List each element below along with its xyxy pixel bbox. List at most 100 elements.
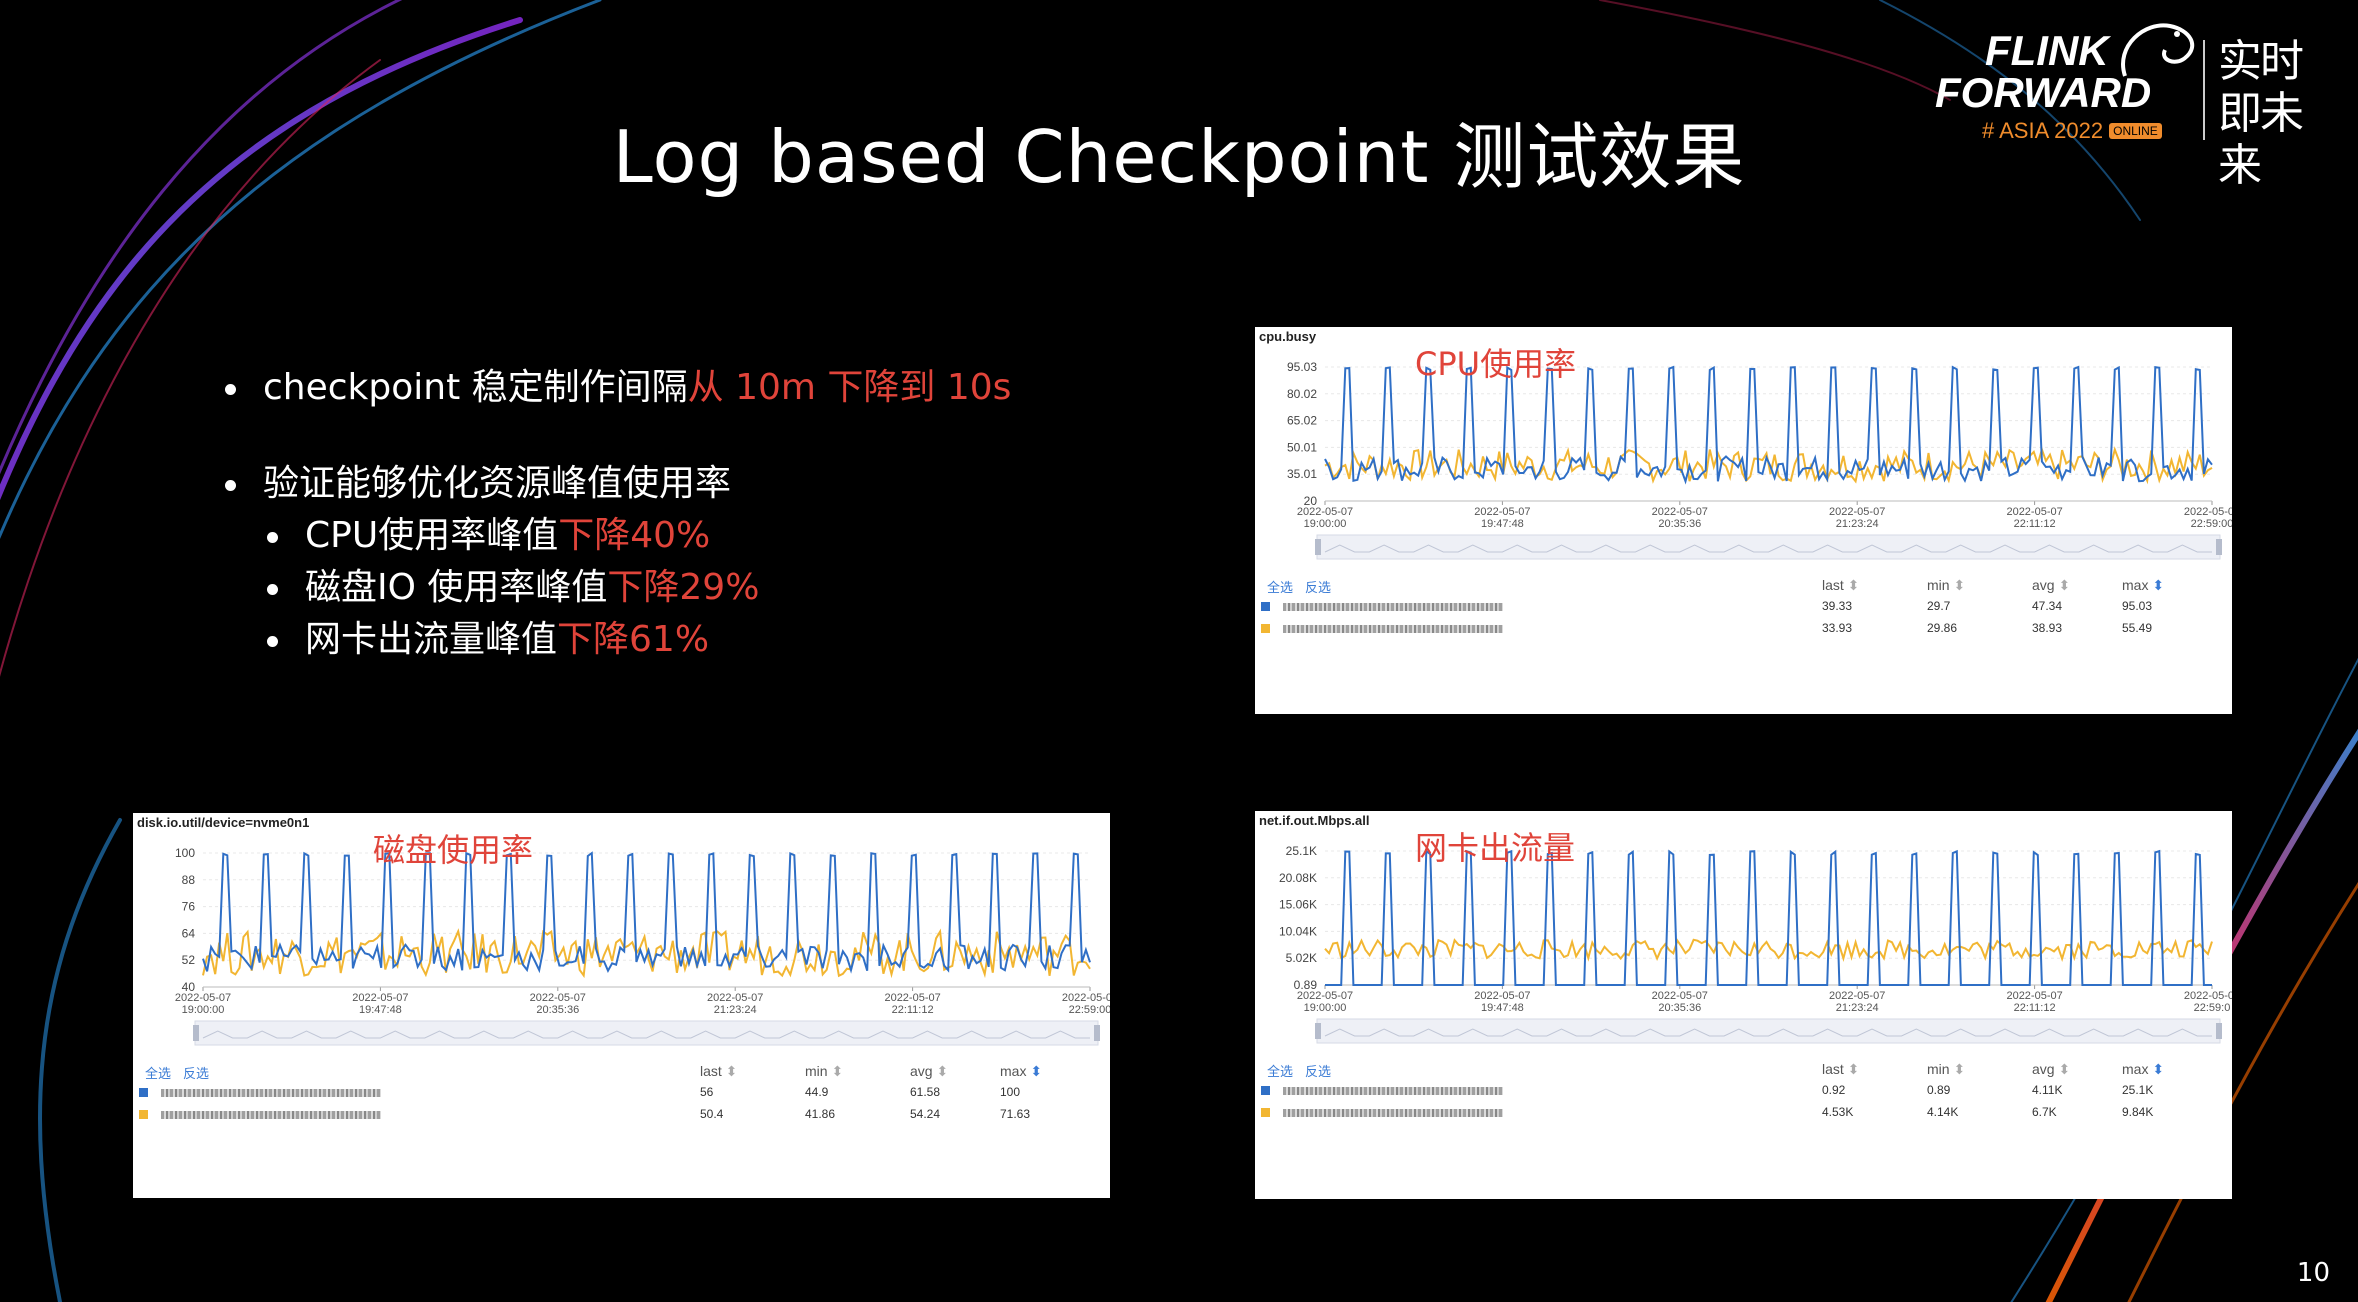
legend-header-avg[interactable]: avg ⬍ [2032, 577, 2070, 594]
legend-header-avg[interactable]: avg ⬍ [2032, 1061, 2070, 1078]
series-color-swatch[interactable] [139, 1088, 148, 1097]
select-all-link[interactable]: 全选 [1267, 580, 1294, 595]
legend-header-last[interactable]: last ⬍ [1822, 577, 1859, 594]
x-tick-time: 22:59:00 [2191, 518, 2232, 530]
navigator-handle-left[interactable] [193, 1025, 199, 1041]
sub-bullet-net-highlight: 下降61% [557, 619, 710, 660]
header-label: min [1927, 1061, 1950, 1077]
series-color-swatch[interactable] [1261, 1108, 1270, 1117]
legend-header-min[interactable]: min ⬍ [805, 1063, 843, 1080]
navigator-handle-left[interactable] [1315, 1023, 1321, 1039]
y-tick-label: 100 [175, 846, 195, 860]
legend-header-max[interactable]: max ⬍ [2122, 1061, 2164, 1078]
series-name-blurred [1283, 625, 1503, 633]
x-tick-date: 2022-05-07 [1297, 990, 1353, 1002]
sub-bullet-net: 网卡出流量峰值下降61% [225, 614, 1011, 666]
x-tick-date: 2022-05-07 [352, 992, 408, 1004]
chart-title: net.if.out.Mbps.all [1259, 813, 1370, 828]
legend-value-avg: 61.58 [910, 1085, 941, 1099]
series-name-blurred [161, 1111, 381, 1119]
sub-bullet-disk-text: 磁盘IO 使用率峰值 [305, 567, 608, 608]
invert-selection-link[interactable]: 反选 [1305, 1064, 1332, 1079]
header-label: last [1822, 577, 1844, 593]
squirrel-icon [2121, 23, 2195, 77]
chart-svg: 95.0380.0265.0250.0135.01202022-05-0719:… [1287, 360, 2232, 560]
legend-value-max: 100 [1000, 1085, 1021, 1099]
y-tick-label: 80.02 [1287, 387, 1317, 401]
legend-header-avg[interactable]: avg ⬍ [910, 1063, 948, 1080]
navigator-handle-right[interactable] [2216, 1023, 2222, 1039]
chart-title: cpu.busy [1259, 329, 1317, 344]
invert-selection-link[interactable]: 反选 [1305, 580, 1332, 595]
x-tick-time: 20:35:36 [1658, 518, 1701, 530]
y-tick-label: 52 [182, 953, 196, 967]
x-tick-time: 19:47:48 [359, 1004, 402, 1016]
series-line [202, 851, 1091, 974]
legend-header-last[interactable]: last ⬍ [700, 1063, 737, 1080]
chart-annotation: CPU使用率 [1415, 345, 1577, 383]
page-number: 10 [2296, 1258, 2330, 1288]
chart-annotation: 网卡出流量 [1415, 829, 1576, 867]
navigator-sparkline [1324, 1028, 2212, 1037]
legend-header-max[interactable]: max ⬍ [2122, 577, 2164, 594]
x-tick-time: 22:11:12 [892, 1004, 934, 1016]
navigator-handle-left[interactable] [1315, 539, 1321, 555]
navigator-handle-right[interactable] [1094, 1025, 1100, 1041]
x-tick-date: 2022-05-07 [2006, 506, 2062, 518]
invert-selection-link[interactable]: 反选 [183, 1066, 210, 1081]
select-all-link[interactable]: 全选 [1267, 1064, 1294, 1079]
x-tick-date: 2022-05-07 [1829, 990, 1885, 1002]
sort-icon[interactable]: ⬍ [827, 1063, 844, 1079]
y-tick-label: 0.89 [1294, 978, 1318, 992]
y-tick-label: 50.01 [1287, 440, 1317, 454]
legend-header-min[interactable]: min ⬍ [1927, 1061, 1965, 1078]
y-tick-label: 76 [182, 900, 196, 914]
legend-header-max[interactable]: max ⬍ [1000, 1063, 1042, 1080]
series-name-blurred [1283, 1087, 1503, 1095]
sort-icon[interactable]: ⬍ [1026, 1063, 1043, 1079]
x-tick-date: 2022-05-07 [1474, 990, 1530, 1002]
sort-icon[interactable]: ⬍ [932, 1063, 949, 1079]
series-name-blurred [1283, 1109, 1503, 1117]
legend-header-min[interactable]: min ⬍ [1927, 577, 1965, 594]
sort-icon[interactable]: ⬍ [2148, 1061, 2165, 1077]
sort-icon[interactable]: ⬍ [721, 1063, 738, 1079]
legend-value-min: 41.86 [805, 1107, 836, 1121]
header-label: last [700, 1063, 722, 1079]
header-label: last [1822, 1061, 1844, 1077]
series-color-swatch[interactable] [139, 1110, 148, 1119]
legend-value-min: 29.86 [1927, 621, 1958, 635]
sort-icon[interactable]: ⬍ [2054, 577, 2071, 593]
x-tick-date: 2022-05-07 [1652, 506, 1708, 518]
slide-title: Log based Checkpoint 测试效果 [612, 115, 1746, 199]
series-color-swatch[interactable] [1261, 624, 1270, 633]
sort-icon[interactable]: ⬍ [1949, 577, 1966, 593]
legend-value-max: 95.03 [2122, 599, 2153, 613]
legend-value-last: 33.93 [1822, 621, 1853, 635]
x-tick-time: 19:47:48 [1481, 518, 1524, 530]
range-navigator[interactable] [194, 1020, 1099, 1046]
sort-icon[interactable]: ⬍ [2148, 577, 2165, 593]
navigator-handle-right[interactable] [2216, 539, 2222, 555]
y-tick-label: 25.1K [1286, 844, 1317, 858]
y-tick-label: 5.02K [1286, 951, 1317, 965]
header-label: max [2122, 577, 2149, 593]
sort-icon[interactable]: ⬍ [1843, 577, 1860, 593]
x-tick-date: 2022-05-07 [2184, 990, 2232, 1002]
logo-chinese-slogan: 实时即未来 [2218, 36, 2304, 191]
sub-bullet-cpu: CPU使用率峰值下降40% [225, 510, 1011, 562]
series-name-blurred [1283, 603, 1503, 611]
series-color-swatch[interactable] [1261, 602, 1270, 611]
range-navigator[interactable] [1316, 1018, 2221, 1044]
sort-icon[interactable]: ⬍ [1843, 1061, 1860, 1077]
sort-icon[interactable]: ⬍ [2054, 1061, 2071, 1077]
chart-svg: 10088766452402022-05-0719:00:002022-05-0… [175, 846, 1110, 1046]
select-all-link[interactable]: 全选 [145, 1066, 172, 1081]
y-tick-label: 15.06K [1279, 898, 1317, 912]
range-navigator[interactable] [1316, 534, 2221, 560]
sort-icon[interactable]: ⬍ [1949, 1061, 1966, 1077]
legend-value-last: 4.53K [1822, 1105, 1854, 1119]
series-color-swatch[interactable] [1261, 1086, 1270, 1095]
online-badge: ONLINE [2109, 123, 2162, 139]
legend-header-last[interactable]: last ⬍ [1822, 1061, 1859, 1078]
